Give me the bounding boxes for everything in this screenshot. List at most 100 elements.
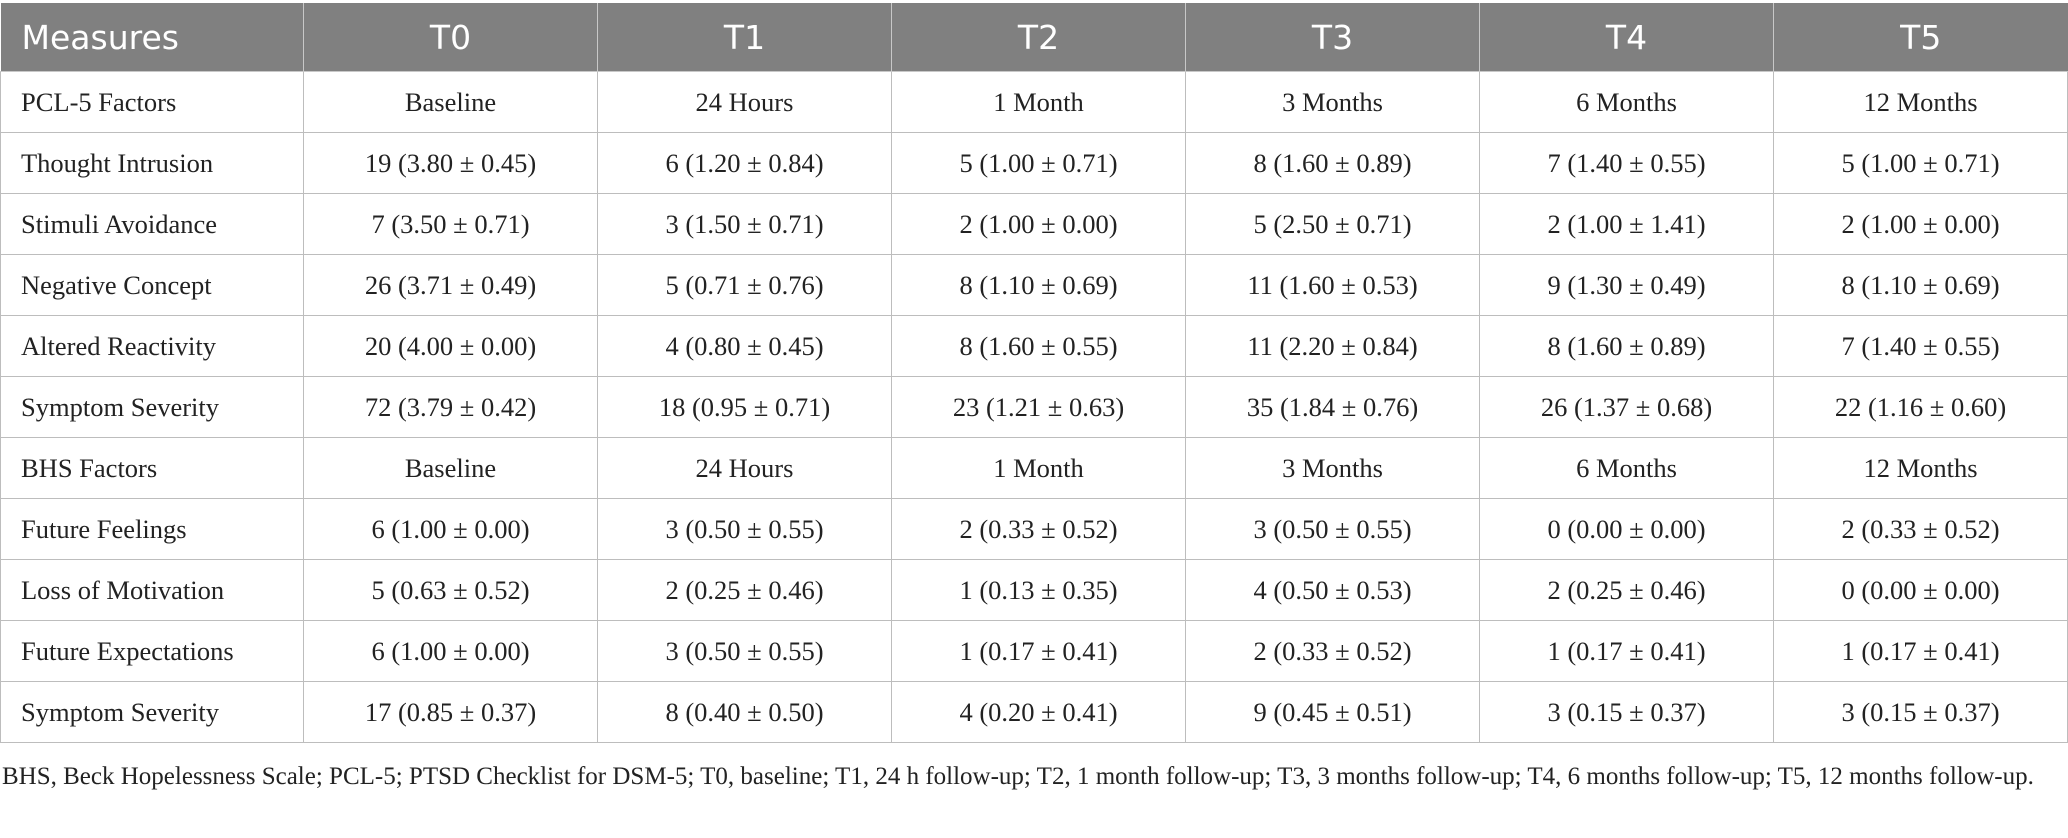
table-cell: 23 (1.21 ± 0.63) bbox=[891, 376, 1186, 438]
table-cell: 24 Hours bbox=[597, 71, 892, 133]
table-cell: 20 (4.00 ± 0.00) bbox=[303, 315, 598, 377]
table-row: Symptom Severity 17 (0.85 ± 0.37) 8 (0.40 … bbox=[0, 681, 2068, 743]
table-header: Measures T0 T1 T2 T3 T4 T5 bbox=[0, 3, 2068, 72]
table-cell: 2 (0.25 ± 0.46) bbox=[597, 559, 892, 621]
table-cell: 2 (1.00 ± 0.00) bbox=[1773, 193, 2068, 255]
row-label: Future Feelings bbox=[0, 498, 304, 560]
row-label: Stimuli Avoidance bbox=[0, 193, 304, 255]
column-header-t5: T5 bbox=[1773, 3, 2068, 72]
column-header-t2: T2 bbox=[891, 3, 1186, 72]
table-body: PCL-5 Factors Baseline 24 Hours 1 Month 3 Mo… bbox=[0, 71, 2068, 743]
table-row: Loss of Motivation 5 (0.63 ± 0.52) 2 (0.25… bbox=[0, 559, 2068, 621]
table-cell: 8 (1.10 ± 0.69) bbox=[891, 254, 1186, 316]
column-header-t0: T0 bbox=[303, 3, 598, 72]
table-cell: 5 (0.71 ± 0.76) bbox=[597, 254, 892, 316]
table-cell: 72 (3.79 ± 0.42) bbox=[303, 376, 598, 438]
table-row: Stimuli Avoidance 7 (3.50 ± 0.71) 3 (1.50 … bbox=[0, 193, 2068, 255]
table-cell: 2 (0.33 ± 0.52) bbox=[1773, 498, 2068, 560]
table-cell: 3 (1.50 ± 0.71) bbox=[597, 193, 892, 255]
table-cell: 18 (0.95 ± 0.71) bbox=[597, 376, 892, 438]
table-cell: 17 (0.85 ± 0.37) bbox=[303, 681, 598, 743]
table-cell: 6 (1.00 ± 0.00) bbox=[303, 498, 598, 560]
table-cell: 2 (0.33 ± 0.52) bbox=[891, 498, 1186, 560]
table-cell: 12 Months bbox=[1773, 71, 2068, 133]
table-cell: 8 (1.10 ± 0.69) bbox=[1773, 254, 2068, 316]
table-cell: 3 Months bbox=[1185, 437, 1480, 499]
table-row: Future Feelings 6 (1.00 ± 0.00) 3 (0.50 ± … bbox=[0, 498, 2068, 560]
results-table: Measures T0 T1 T2 T3 T4 T5 PCL-5 Factors Baseli… bbox=[0, 3, 2068, 743]
results-table-container: Measures T0 T1 T2 T3 T4 T5 PCL-5 Factors Baseli… bbox=[0, 3, 2068, 743]
table-row: Symptom Severity 72 (3.79 ± 0.42) 18 (0.95… bbox=[0, 376, 2068, 438]
row-label: PCL-5 Factors bbox=[0, 71, 304, 133]
table-cell: 3 Months bbox=[1185, 71, 1480, 133]
table-cell: 8 (0.40 ± 0.50) bbox=[597, 681, 892, 743]
column-header-measures: Measures bbox=[0, 3, 304, 72]
table-cell: 1 Month bbox=[891, 437, 1186, 499]
table-cell: 24 Hours bbox=[597, 437, 892, 499]
table-row: PCL-5 Factors Baseline 24 Hours 1 Month 3 Mo… bbox=[0, 71, 2068, 133]
table-cell: 11 (2.20 ± 0.84) bbox=[1185, 315, 1480, 377]
table-cell: 0 (0.00 ± 0.00) bbox=[1479, 498, 1774, 560]
row-label: Loss of Motivation bbox=[0, 559, 304, 621]
table-cell: 5 (1.00 ± 0.71) bbox=[1773, 132, 2068, 194]
row-label: Negative Concept bbox=[0, 254, 304, 316]
table-cell: 6 (1.00 ± 0.00) bbox=[303, 620, 598, 682]
table-cell: 0 (0.00 ± 0.00) bbox=[1773, 559, 2068, 621]
table-cell: 4 (0.50 ± 0.53) bbox=[1185, 559, 1480, 621]
column-header-t1: T1 bbox=[597, 3, 892, 72]
table-footnote: BHS, Beck Hopelessness Scale; PCL-5; PTS… bbox=[2, 763, 2034, 790]
table-cell: 35 (1.84 ± 0.76) bbox=[1185, 376, 1480, 438]
table-cell: 1 (0.17 ± 0.41) bbox=[891, 620, 1186, 682]
table-cell: 11 (1.60 ± 0.53) bbox=[1185, 254, 1480, 316]
table-cell: 5 (2.50 ± 0.71) bbox=[1185, 193, 1480, 255]
table-row: Negative Concept 26 (3.71 ± 0.49) 5 (0.71 … bbox=[0, 254, 2068, 316]
row-label: Future Expectations bbox=[0, 620, 304, 682]
table-cell: 1 (0.17 ± 0.41) bbox=[1479, 620, 1774, 682]
header-row: Measures T0 T1 T2 T3 T4 T5 bbox=[0, 3, 2068, 72]
row-label: Symptom Severity bbox=[0, 376, 304, 438]
table-cell: 9 (0.45 ± 0.51) bbox=[1185, 681, 1480, 743]
table-cell: 1 (0.13 ± 0.35) bbox=[891, 559, 1186, 621]
column-header-t4: T4 bbox=[1479, 3, 1774, 72]
table-row: BHS Factors Baseline 24 Hours 1 Month 3 Mont… bbox=[0, 437, 2068, 499]
table-cell: 3 (0.50 ± 0.55) bbox=[597, 498, 892, 560]
row-label: Symptom Severity bbox=[0, 681, 304, 743]
row-label: Thought Intrusion bbox=[0, 132, 304, 194]
table-cell: 8 (1.60 ± 0.89) bbox=[1479, 315, 1774, 377]
table-cell: 4 (0.20 ± 0.41) bbox=[891, 681, 1186, 743]
row-label: BHS Factors bbox=[0, 437, 304, 499]
table-cell: 4 (0.80 ± 0.45) bbox=[597, 315, 892, 377]
table-cell: 3 (0.15 ± 0.37) bbox=[1479, 681, 1774, 743]
table-cell: 6 (1.20 ± 0.84) bbox=[597, 132, 892, 194]
table-cell: 1 (0.17 ± 0.41) bbox=[1773, 620, 2068, 682]
table-row: Future Expectations 6 (1.00 ± 0.00) 3 (0.5… bbox=[0, 620, 2068, 682]
table-cell: 5 (0.63 ± 0.52) bbox=[303, 559, 598, 621]
table-cell: 26 (1.37 ± 0.68) bbox=[1479, 376, 1774, 438]
table-cell: 6 Months bbox=[1479, 71, 1774, 133]
table-cell: 5 (1.00 ± 0.71) bbox=[891, 132, 1186, 194]
table-row: Altered Reactivity 20 (4.00 ± 0.00) 4 (0.8… bbox=[0, 315, 2068, 377]
table-cell: 7 (1.40 ± 0.55) bbox=[1479, 132, 1774, 194]
table-cell: 8 (1.60 ± 0.89) bbox=[1185, 132, 1480, 194]
table-cell: 7 (3.50 ± 0.71) bbox=[303, 193, 598, 255]
table-cell: 19 (3.80 ± 0.45) bbox=[303, 132, 598, 194]
table-cell: 8 (1.60 ± 0.55) bbox=[891, 315, 1186, 377]
table-cell: 7 (1.40 ± 0.55) bbox=[1773, 315, 2068, 377]
table-row: Thought Intrusion 19 (3.80 ± 0.45) 6 (1.20… bbox=[0, 132, 2068, 194]
table-cell: 2 (0.25 ± 0.46) bbox=[1479, 559, 1774, 621]
table-cell: 22 (1.16 ± 0.60) bbox=[1773, 376, 2068, 438]
table-cell: 3 (0.50 ± 0.55) bbox=[1185, 498, 1480, 560]
table-cell: 6 Months bbox=[1479, 437, 1774, 499]
table-cell: 1 Month bbox=[891, 71, 1186, 133]
table-cell: Baseline bbox=[303, 437, 598, 499]
table-cell: 2 (1.00 ± 0.00) bbox=[891, 193, 1186, 255]
row-label: Altered Reactivity bbox=[0, 315, 304, 377]
table-cell: 2 (0.33 ± 0.52) bbox=[1185, 620, 1480, 682]
table-cell: Baseline bbox=[303, 71, 598, 133]
table-cell: 12 Months bbox=[1773, 437, 2068, 499]
table-cell: 2 (1.00 ± 1.41) bbox=[1479, 193, 1774, 255]
table-cell: 9 (1.30 ± 0.49) bbox=[1479, 254, 1774, 316]
column-header-t3: T3 bbox=[1185, 3, 1480, 72]
table-cell: 26 (3.71 ± 0.49) bbox=[303, 254, 598, 316]
table-cell: 3 (0.15 ± 0.37) bbox=[1773, 681, 2068, 743]
